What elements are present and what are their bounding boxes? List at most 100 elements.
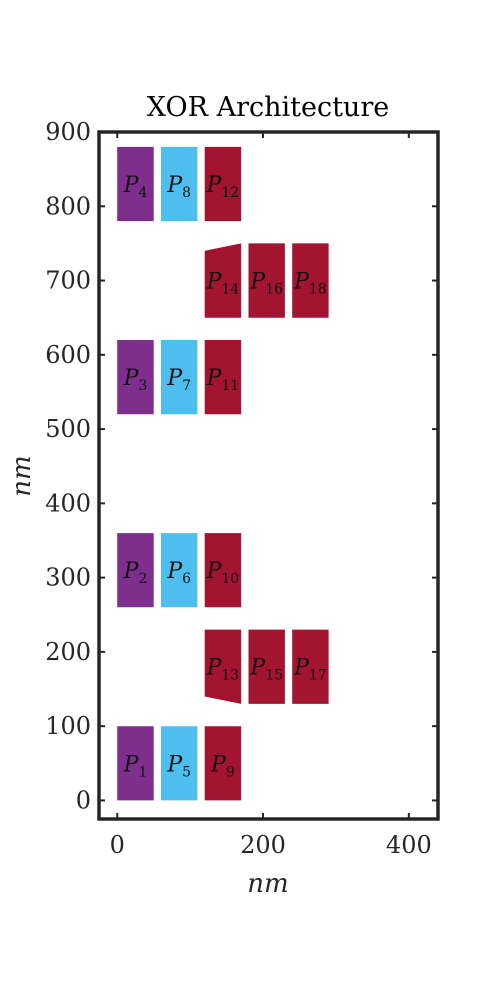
pad-shape [117, 533, 154, 608]
pad-shape [204, 243, 242, 318]
pad-label-letter: P [166, 559, 183, 584]
pad-label: P7 [166, 366, 191, 394]
pad-shape [161, 146, 198, 222]
pad-label-subscript: 2 [138, 571, 147, 587]
pad-label-letter: P [293, 656, 310, 681]
y-tick-label: 400 [45, 489, 91, 517]
pad-shape [248, 243, 285, 318]
x-tick-label: 400 [386, 831, 432, 859]
pad-label-subscript: 16 [265, 282, 283, 298]
y-tick-label: 600 [45, 341, 91, 369]
x-tick-label: 200 [240, 831, 286, 859]
pad-P16: P16 [248, 243, 285, 318]
pad-label-letter: P [166, 173, 183, 198]
pad-shape [161, 533, 198, 608]
pad-label-subscript: 3 [138, 378, 147, 394]
pad-label: P4 [123, 173, 148, 201]
y-tick-label: 500 [45, 415, 91, 443]
pad-label-letter: P [166, 366, 183, 391]
pad-label: P12 [206, 173, 240, 201]
pad-label: P3 [123, 366, 148, 394]
pad-label-subscript: 11 [221, 378, 239, 394]
pad-P14: P14 [204, 243, 242, 318]
pad-label-letter: P [123, 752, 140, 777]
pad-shape [117, 726, 154, 801]
pad-label: P16 [249, 270, 283, 298]
x-axis-label: nm [247, 869, 288, 899]
pad-label-letter: P [206, 173, 223, 198]
pad-label-subscript: 9 [226, 764, 235, 780]
pad-shape [292, 629, 329, 704]
pad-P5: P5 [161, 726, 198, 801]
pad-label: P11 [206, 366, 240, 394]
pad-label-letter: P [123, 559, 140, 584]
pad-P3: P3 [117, 340, 154, 415]
pad-label: P13 [206, 656, 240, 684]
pad-label-subscript: 5 [182, 764, 191, 780]
pad-label-letter: P [206, 656, 223, 681]
pad-label-subscript: 14 [221, 282, 239, 298]
y-tick-label: 0 [76, 786, 91, 814]
pad-label: P17 [293, 656, 327, 684]
pad-label-letter: P [210, 752, 227, 777]
pad-shape [117, 340, 154, 415]
pad-P18: P18 [292, 243, 329, 318]
pad-label-subscript: 12 [221, 185, 239, 201]
pad-label: P14 [206, 270, 240, 298]
y-tick-label: 200 [45, 638, 91, 666]
pad-P12: P12 [204, 146, 242, 222]
pad-shape [248, 629, 285, 704]
pad-label-subscript: 6 [182, 571, 191, 587]
diagram-title: XOR Architecture [147, 92, 389, 123]
pad-label-subscript: 4 [138, 185, 147, 201]
y-tick-label: 700 [45, 267, 91, 295]
pad-P4: P4 [117, 146, 154, 222]
pad-label-letter: P [249, 656, 266, 681]
pad-label-letter: P [206, 559, 223, 584]
pad-P9: P9 [204, 726, 242, 801]
pad-label: P9 [210, 752, 235, 780]
pad-label-subscript: 1 [138, 764, 147, 780]
pad-shape [292, 243, 329, 318]
axes-layer: 0 100 200 300 400 500 600 700 800 900 0 200 400 [45, 118, 440, 859]
pad-label: P15 [249, 656, 283, 684]
pad-P2: P2 [117, 533, 154, 608]
pad-label-subscript: 18 [309, 282, 327, 298]
pad-P10: P10 [204, 533, 242, 608]
pad-label-subscript: 17 [309, 668, 327, 684]
pad-label-letter: P [166, 752, 183, 777]
pad-shape [204, 726, 242, 801]
pad-P1: P1 [117, 726, 154, 801]
pad-label: P8 [166, 173, 191, 201]
pad-P13: P13 [204, 629, 242, 704]
pad-P6: P6 [161, 533, 198, 608]
pad-label-letter: P [206, 366, 223, 391]
pad-label: P18 [293, 270, 327, 298]
pad-label-letter: P [123, 366, 140, 391]
pad-label: P1 [123, 752, 148, 780]
pad-shape [204, 533, 242, 608]
pad-shape [204, 340, 242, 415]
pad-label-letter: P [293, 270, 310, 295]
pad-P11: P11 [204, 340, 242, 415]
y-tick-label: 300 [45, 564, 91, 592]
pad-shape [161, 726, 198, 801]
y-axis-label: nm [7, 455, 37, 496]
pad-label-letter: P [206, 270, 223, 295]
pad-shape [204, 146, 242, 222]
pad-P17: P17 [292, 629, 329, 704]
y-tick-label: 800 [45, 192, 91, 220]
pad-label-letter: P [123, 173, 140, 198]
pad-P15: P15 [248, 629, 285, 704]
pad-shape [204, 629, 242, 704]
pad-P7: P7 [161, 340, 198, 415]
pad-label: P5 [166, 752, 191, 780]
pad-shape [161, 340, 198, 415]
pad-P8: P8 [161, 146, 198, 222]
pad-label-subscript: 10 [221, 571, 239, 587]
pad-label-subscript: 15 [265, 668, 283, 684]
pad-label-subscript: 13 [221, 668, 239, 684]
pad-label-subscript: 7 [182, 378, 191, 394]
